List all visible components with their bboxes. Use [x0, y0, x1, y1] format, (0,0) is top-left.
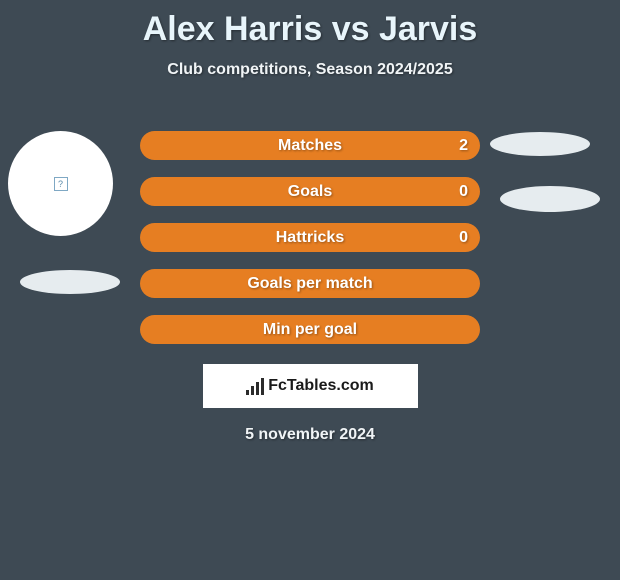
page-title: Alex Harris vs Jarvis: [0, 0, 620, 49]
avatar-shadow-right-2: [500, 186, 600, 212]
avatar-shadow-left: [20, 270, 120, 294]
date-label: 5 november 2024: [0, 426, 620, 444]
bar-icon: [256, 382, 259, 395]
image-placeholder-icon: ?: [54, 177, 68, 191]
avatar-shadow-right-1: [490, 132, 590, 156]
stat-row-goals: Goals 0: [140, 177, 480, 206]
stat-value: 0: [459, 229, 468, 247]
brand-text: FcTables.com: [268, 377, 374, 395]
stat-label: Hattricks: [276, 229, 344, 247]
stat-row-matches: Matches 2: [140, 131, 480, 160]
stat-label: Goals per match: [247, 275, 372, 293]
page-subtitle: Club competitions, Season 2024/2025: [0, 61, 620, 79]
player-avatar-left: ?: [8, 131, 113, 236]
stats-list: Matches 2 Goals 0 Hattricks 0 Goals per …: [140, 107, 480, 344]
bar-icon: [246, 390, 249, 395]
stat-value: 0: [459, 183, 468, 201]
bar-icon: [251, 386, 254, 395]
stat-value: 2: [459, 137, 468, 155]
bar-icon: [261, 378, 264, 395]
stat-label: Matches: [278, 137, 342, 155]
stat-row-min-per-goal: Min per goal: [140, 315, 480, 344]
brand-box: FcTables.com: [203, 364, 418, 408]
stat-row-goals-per-match: Goals per match: [140, 269, 480, 298]
stat-label: Goals: [288, 183, 332, 201]
stat-row-hattricks: Hattricks 0: [140, 223, 480, 252]
comparison-panel: ? Matches 2 Goals 0 Hattricks 0 Goals pe…: [0, 107, 620, 444]
stat-label: Min per goal: [263, 321, 357, 339]
brand-bars-icon: [246, 377, 264, 395]
